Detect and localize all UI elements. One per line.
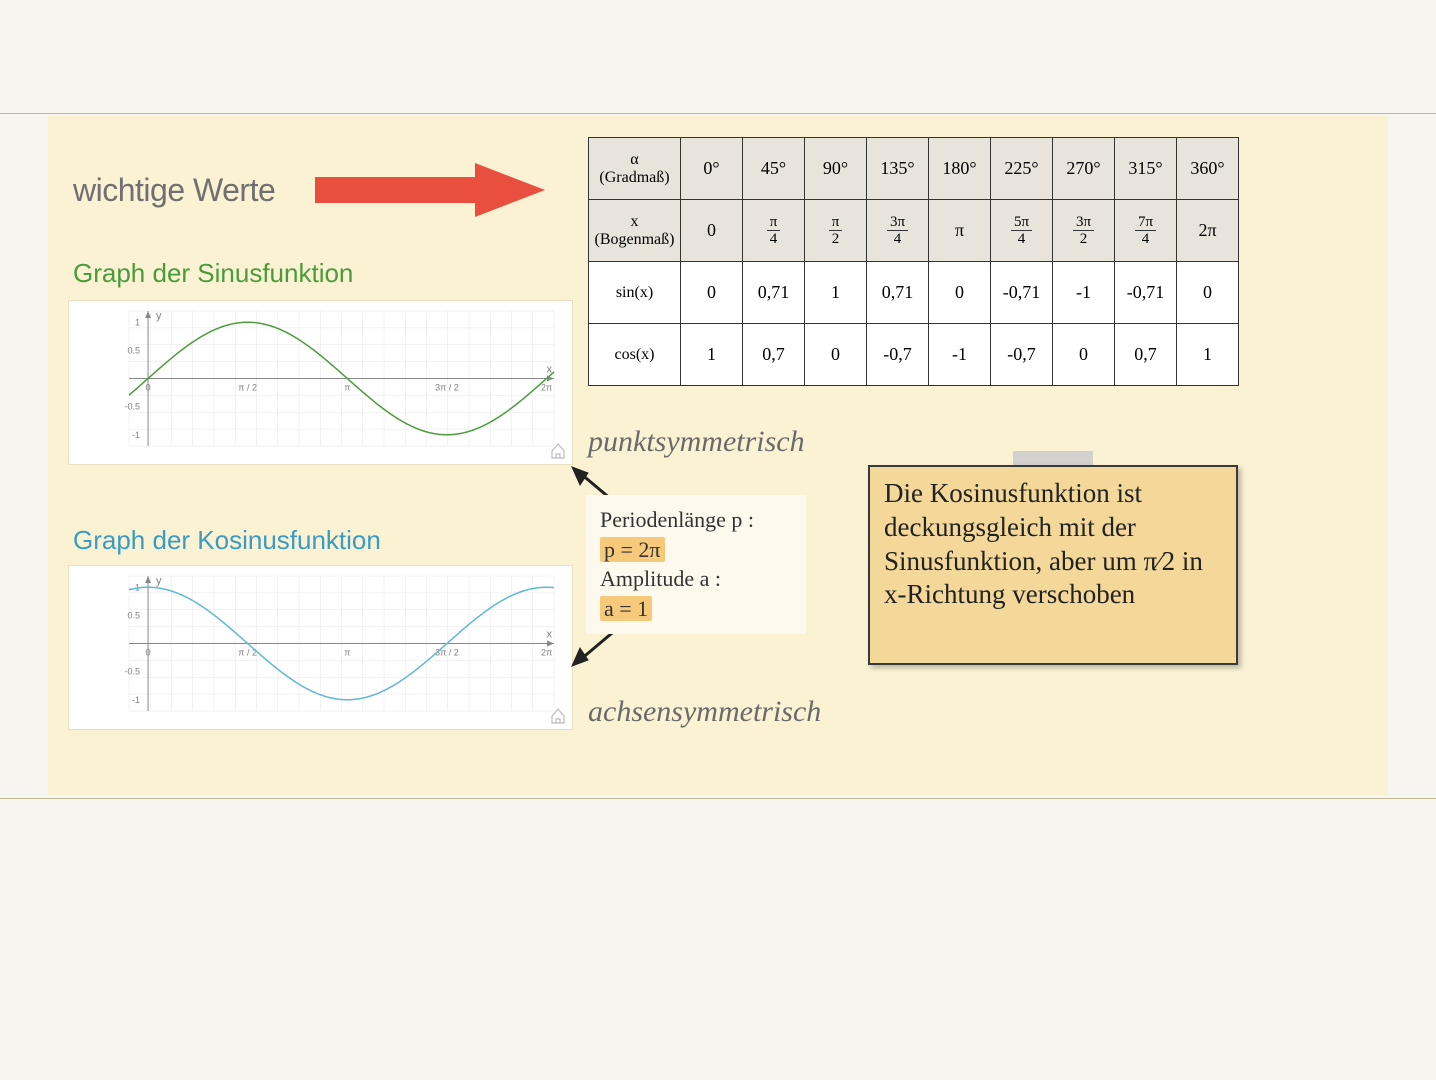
table-cell: 0: [929, 262, 991, 324]
svg-text:2π: 2π: [541, 648, 552, 658]
table-cell: 3π2: [1053, 200, 1115, 262]
table-header-sin: sin(x): [589, 262, 681, 324]
svg-text:2π: 2π: [541, 383, 552, 393]
table-cell: 0,7: [1115, 324, 1177, 386]
page-title: wichtige Werte: [73, 172, 275, 209]
table-cell: 2π: [1177, 200, 1239, 262]
table-cell: 180°: [929, 138, 991, 200]
table-cell: -1: [929, 324, 991, 386]
table-cell: 315°: [1115, 138, 1177, 200]
sin-graph: 0π / 2π3π / 22π-1-0.50.51yx: [68, 300, 573, 465]
table-cell: 1: [681, 324, 743, 386]
svg-text:π: π: [344, 648, 350, 658]
svg-text:-0.5: -0.5: [125, 667, 141, 677]
page-border-bottom: [0, 798, 1436, 799]
table-cell: 3π4: [867, 200, 929, 262]
cos-graph-svg: 0π / 2π3π / 22π-1-0.50.51yx: [69, 566, 574, 731]
values-table: α(Gradmaß) 0°45°90°135°180°225°270°315°3…: [588, 137, 1239, 386]
table-cell: 0: [1177, 262, 1239, 324]
svg-text:y: y: [156, 310, 162, 322]
table-cell: 0: [805, 324, 867, 386]
table-cell: π: [929, 200, 991, 262]
svg-text:x: x: [547, 629, 553, 641]
table-cell: 360°: [1177, 138, 1239, 200]
note-amplitude-value: a = 1: [600, 596, 652, 621]
table-cell: 90°: [805, 138, 867, 200]
table-cell: π4: [743, 200, 805, 262]
table-header-bogen: x(Bogenmaß): [589, 200, 681, 262]
table-cell: -0,7: [991, 324, 1053, 386]
svg-text:3π / 2: 3π / 2: [435, 648, 459, 658]
note-period-label: Periodenlänge p :: [600, 505, 792, 535]
svg-text:-1: -1: [132, 430, 140, 440]
table-cell: 5π4: [991, 200, 1053, 262]
svg-text:0: 0: [146, 383, 151, 393]
page-border-top: [0, 113, 1436, 114]
svg-text:1: 1: [135, 317, 140, 327]
table-cell: 0: [1053, 324, 1115, 386]
sin-section-label: Graph der Sinusfunktion: [73, 258, 353, 289]
table-cell: 1: [805, 262, 867, 324]
table-row-sin: sin(x) 00,7110,710-0,71-1-0,710: [589, 262, 1239, 324]
note-period-value: p = 2π: [600, 537, 665, 562]
table-cell: 0°: [681, 138, 743, 200]
svg-text:0: 0: [146, 648, 151, 658]
table-cell: 45°: [743, 138, 805, 200]
table-cell: 0: [681, 262, 743, 324]
table-cell: 7π4: [1115, 200, 1177, 262]
slide: wichtige Werte Graph der Sinusfunktion G…: [48, 115, 1388, 795]
cos-graph: 0π / 2π3π / 22π-1-0.50.51yx: [68, 565, 573, 730]
period-amplitude-note: Periodenlänge p : p = 2π Amplitude a : a…: [586, 495, 806, 634]
table-cell: -0,7: [867, 324, 929, 386]
table-cell: 225°: [991, 138, 1053, 200]
table-cell: 135°: [867, 138, 929, 200]
arrow-right-icon: [315, 163, 545, 217]
table-cell: 1: [1177, 324, 1239, 386]
table-row-grad: α(Gradmaß) 0°45°90°135°180°225°270°315°3…: [589, 138, 1239, 200]
note-amplitude-label: Amplitude a :: [600, 564, 792, 594]
table-cell: π2: [805, 200, 867, 262]
table-cell: -1: [1053, 262, 1115, 324]
svg-text:y: y: [156, 575, 162, 587]
svg-text:π: π: [344, 383, 350, 393]
svg-text:0.5: 0.5: [128, 610, 141, 620]
svg-text:-1: -1: [132, 695, 140, 705]
sin-graph-svg: 0π / 2π3π / 22π-1-0.50.51yx: [69, 301, 574, 466]
table-cell: -0,71: [991, 262, 1053, 324]
table-cell: 0: [681, 200, 743, 262]
svg-text:3π / 2: 3π / 2: [435, 383, 459, 393]
table-row-cos: cos(x) 10,70-0,7-1-0,700,71: [589, 324, 1239, 386]
cos-section-label: Graph der Kosinusfunktion: [73, 525, 381, 556]
table-cell: 0,7: [743, 324, 805, 386]
table-cell: -0,71: [1115, 262, 1177, 324]
svg-text:0.5: 0.5: [128, 345, 141, 355]
table-cell: 0,71: [743, 262, 805, 324]
table-cell: 0,71: [867, 262, 929, 324]
achsensymmetrisch-label: achsensymmetrisch: [588, 695, 821, 729]
table-cell: 270°: [1053, 138, 1115, 200]
punktsymmetrisch-label: punktsymmetrisch: [588, 425, 805, 459]
table-header-grad: α(Gradmaß): [589, 138, 681, 200]
title-row: wichtige Werte: [73, 163, 545, 217]
svg-text:-0.5: -0.5: [125, 402, 141, 412]
svg-text:π / 2: π / 2: [238, 383, 257, 393]
table-header-cos: cos(x): [589, 324, 681, 386]
sticky-note: Die Kosinusfunktion ist deckungsgleich m…: [868, 465, 1238, 665]
table-row-bogen: x(Bogenmaß) 0π4π23π4π5π43π27π42π: [589, 200, 1239, 262]
